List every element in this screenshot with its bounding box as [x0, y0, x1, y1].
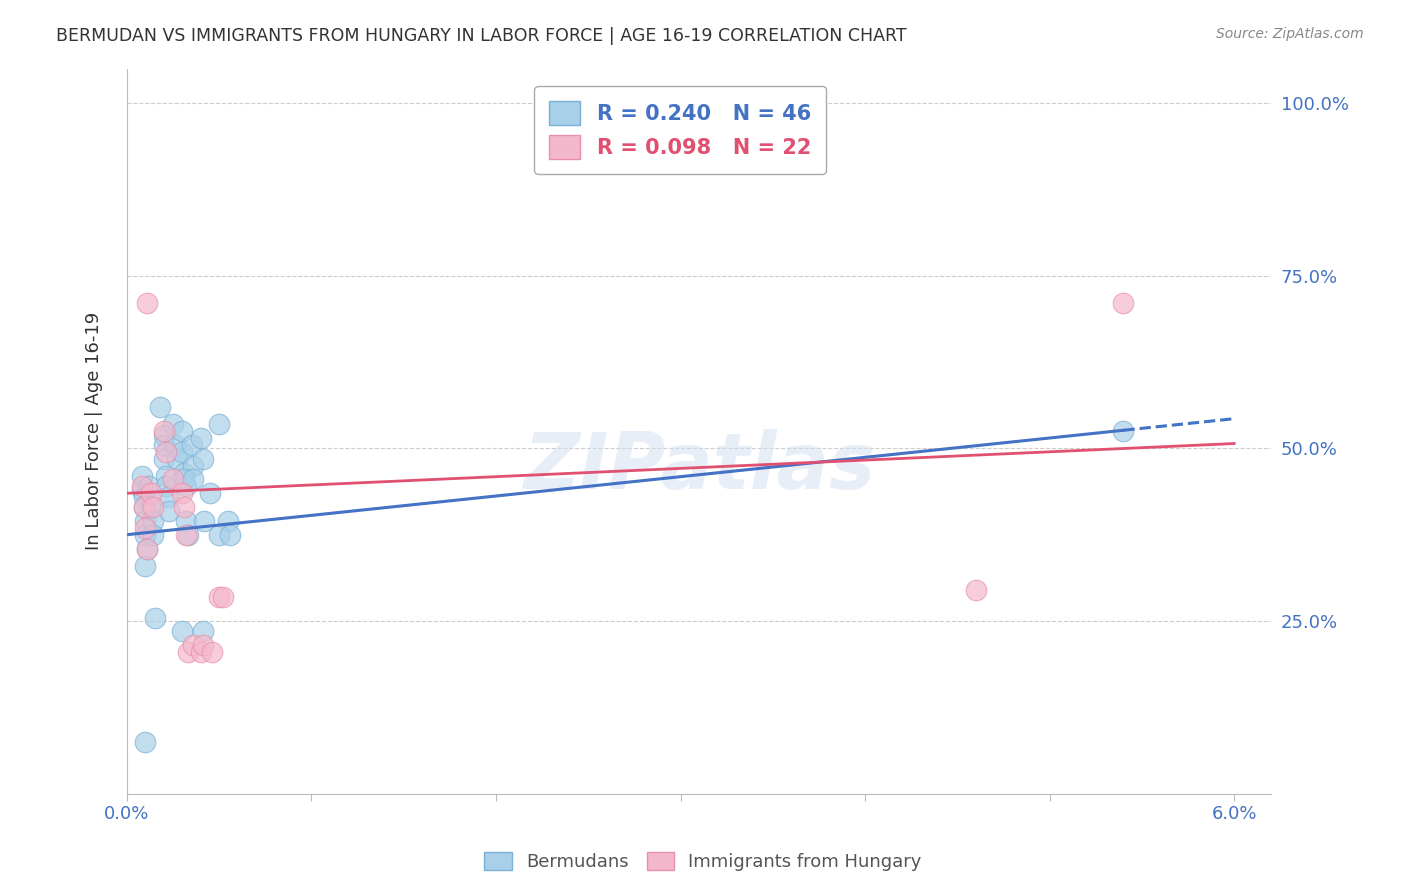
Point [136, 541, 159, 556]
Point [219, 527, 242, 541]
Point [173, 500, 195, 514]
Legend: R = 0.240   N = 46, R = 0.098   N = 22: R = 0.240 N = 46, R = 0.098 N = 22 [534, 87, 825, 174]
Point [172, 486, 194, 500]
Point [212, 590, 235, 604]
Point [132, 490, 155, 504]
Text: BERMUDAN VS IMMIGRANTS FROM HUNGARY IN LABOR FORCE | AGE 16-19 CORRELATION CHART: BERMUDAN VS IMMIGRANTS FROM HUNGARY IN L… [56, 27, 907, 45]
Point [136, 296, 159, 310]
Point [190, 431, 212, 445]
Point [193, 514, 215, 528]
Point [156, 490, 179, 504]
Point [134, 527, 156, 541]
Point [162, 417, 184, 432]
Point [134, 735, 156, 749]
Point [174, 527, 197, 541]
Point [191, 451, 214, 466]
Text: ZIPatlas: ZIPatlas [523, 429, 875, 506]
Point [157, 503, 180, 517]
Point [198, 486, 221, 500]
Point [143, 610, 166, 624]
Point [153, 451, 176, 466]
Point [162, 472, 184, 486]
Point [172, 624, 194, 639]
Legend: Bermudans, Immigrants from Hungary: Bermudans, Immigrants from Hungary [477, 845, 929, 879]
Point [177, 645, 200, 659]
Point [965, 582, 987, 597]
Point [142, 500, 165, 514]
Point [208, 527, 231, 541]
Point [1112, 296, 1135, 310]
Point [208, 590, 231, 604]
Point [138, 479, 160, 493]
Point [177, 527, 200, 541]
Point [131, 479, 153, 493]
Point [153, 438, 176, 452]
Point [180, 438, 202, 452]
Point [1112, 424, 1135, 438]
Point [183, 458, 205, 473]
Point [191, 624, 214, 639]
Point [142, 527, 165, 541]
Point [149, 400, 172, 414]
Point [174, 479, 197, 493]
Point [139, 500, 162, 514]
Point [172, 445, 194, 459]
Y-axis label: In Labor Force | Age 16-19: In Labor Force | Age 16-19 [86, 312, 103, 550]
Point [134, 514, 156, 528]
Point [155, 479, 177, 493]
Point [136, 541, 159, 556]
Point [132, 500, 155, 514]
Point [172, 424, 194, 438]
Point [201, 645, 224, 659]
Point [183, 638, 205, 652]
Point [191, 638, 214, 652]
Point [153, 424, 176, 438]
Point [155, 445, 177, 459]
Point [166, 451, 188, 466]
Point [155, 469, 177, 483]
Point [139, 486, 162, 500]
Point [132, 500, 155, 514]
Point [173, 466, 195, 480]
Point [217, 514, 239, 528]
Point [183, 472, 205, 486]
Point [153, 427, 176, 442]
Text: Source: ZipAtlas.com: Source: ZipAtlas.com [1216, 27, 1364, 41]
Point [134, 558, 156, 573]
Point [131, 483, 153, 497]
Point [173, 472, 195, 486]
Point [190, 645, 212, 659]
Point [174, 514, 197, 528]
Point [134, 521, 156, 535]
Point [208, 417, 231, 432]
Point [142, 514, 165, 528]
Point [163, 438, 186, 452]
Point [131, 469, 153, 483]
